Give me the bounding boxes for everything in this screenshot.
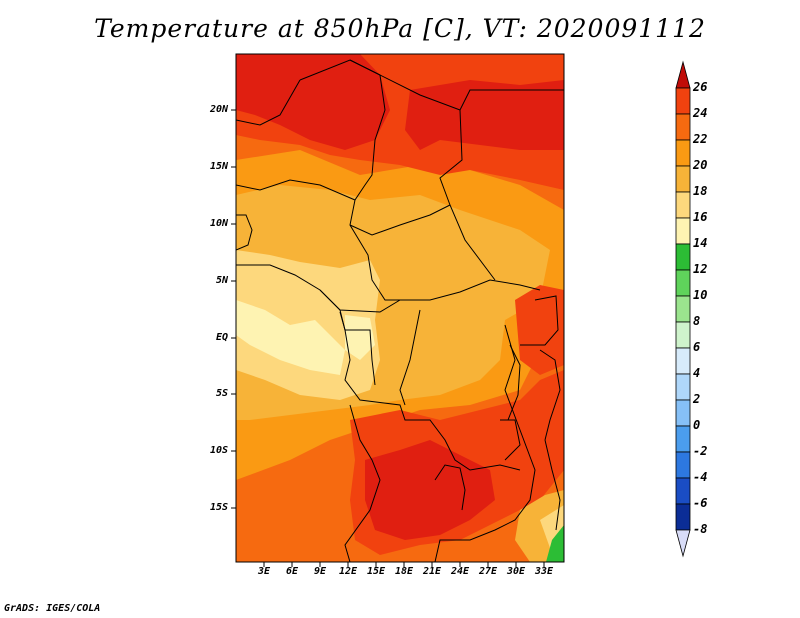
colorbar-label: -2 bbox=[693, 444, 708, 458]
colorbar-swatch bbox=[675, 295, 691, 323]
lon-label-9e: 9E bbox=[313, 566, 327, 577]
map-frame bbox=[235, 53, 565, 563]
lat-label-eq: EQ bbox=[215, 332, 228, 343]
field-12c-southeast bbox=[546, 525, 564, 562]
colorbar-label: -6 bbox=[693, 496, 708, 510]
lon-label-27e: 27E bbox=[478, 566, 498, 577]
colorbar-swatch bbox=[675, 87, 691, 115]
lon-label-24e: 24E bbox=[450, 566, 470, 577]
colorbar-swatch bbox=[675, 269, 691, 297]
lat-label-20n: 20N bbox=[209, 104, 228, 115]
colorbar-label: 26 bbox=[693, 80, 708, 94]
lon-label-18e: 18E bbox=[394, 566, 414, 577]
colorbar-swatch bbox=[675, 321, 691, 349]
colorbar-label: -8 bbox=[693, 522, 708, 536]
colorbar-label: 22 bbox=[693, 132, 708, 146]
borders bbox=[236, 59, 564, 562]
colorbar-label: 18 bbox=[693, 184, 708, 198]
colorbar-top-arrow bbox=[675, 60, 691, 89]
colorbar-bottom-arrow bbox=[675, 529, 691, 558]
lat-label-10n: 10N bbox=[209, 218, 228, 229]
lon-label-30e: 30E bbox=[506, 566, 526, 577]
field-26c-north-east bbox=[405, 80, 564, 150]
colorbar-label: 2 bbox=[693, 392, 701, 406]
colorbar-swatch bbox=[675, 503, 691, 531]
lon-label-15e: 15E bbox=[366, 566, 386, 577]
colorbar-swatch bbox=[675, 165, 691, 193]
lon-label-21e: 21E bbox=[422, 566, 442, 577]
field-14c-b bbox=[345, 315, 375, 360]
colorbar-label: -4 bbox=[693, 470, 708, 484]
lon-label-6e: 6E bbox=[285, 566, 299, 577]
lat-label-5s: 5S bbox=[215, 388, 228, 399]
colorbar-swatch bbox=[675, 217, 691, 245]
lon-label-12e: 12E bbox=[338, 566, 358, 577]
colorbar-swatch bbox=[675, 425, 691, 453]
colorbar-label: 16 bbox=[693, 210, 708, 224]
lat-label-5n: 5N bbox=[215, 275, 228, 286]
colorbar-swatch bbox=[675, 451, 691, 479]
colorbar-label: 8 bbox=[693, 314, 701, 328]
colorbar-swatch bbox=[675, 243, 691, 271]
field-24c-east bbox=[515, 285, 564, 375]
colorbar-swatch bbox=[675, 373, 691, 401]
field-26c-north-west bbox=[236, 54, 390, 150]
colorbar-label: 0 bbox=[693, 418, 701, 432]
lat-tick-marks bbox=[231, 109, 236, 509]
colorbar bbox=[675, 60, 691, 558]
colorbar-swatch bbox=[675, 191, 691, 219]
colorbar-label: 10 bbox=[693, 288, 708, 302]
field-14c bbox=[236, 300, 345, 375]
colorbar-label: 20 bbox=[693, 158, 708, 172]
colorbar-swatch bbox=[675, 347, 691, 375]
colorbar-label: 4 bbox=[693, 366, 701, 380]
colorbar-label: 14 bbox=[693, 236, 708, 250]
credit-text: GrADS: IGES/COLA bbox=[4, 603, 101, 614]
chart-title: Temperature at 850hPa [C], VT: 202009111… bbox=[94, 14, 706, 43]
lon-tick-marks bbox=[263, 562, 545, 567]
lon-label-3e: 3E bbox=[257, 566, 271, 577]
colorbar-label: 12 bbox=[693, 262, 708, 276]
lat-label-10s: 10S bbox=[209, 445, 228, 456]
lat-label-15n: 15N bbox=[209, 161, 228, 172]
colorbar-swatch bbox=[675, 399, 691, 427]
lat-label-15s: 15S bbox=[209, 502, 228, 513]
colorbar-label: 6 bbox=[693, 340, 701, 354]
colorbar-swatch bbox=[675, 139, 691, 167]
colorbar-swatch bbox=[675, 113, 691, 141]
lon-label-33e: 33E bbox=[534, 566, 554, 577]
colorbar-swatch bbox=[675, 477, 691, 505]
colorbar-label: 24 bbox=[693, 106, 708, 120]
